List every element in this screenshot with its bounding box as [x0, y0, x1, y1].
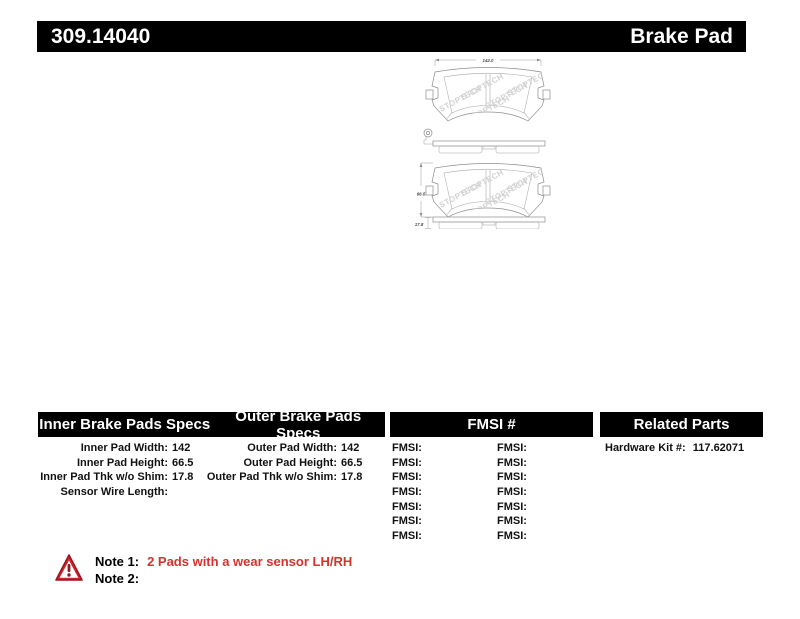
inner-specs-header: Inner Brake Pads Specs [39, 416, 211, 433]
note-2-row: Note 2: [95, 571, 147, 586]
width-dimension: 142.0 [434, 58, 542, 66]
note-1-label: Note 1: [95, 554, 140, 569]
related-parts-column: Hardware Kit #: 117.62071 [605, 441, 744, 456]
spec-row: Inner Pad Thk w/o Shim: 17.8 [36, 470, 211, 485]
part-number: 309.14040 [51, 24, 151, 48]
product-type-title: Brake Pad [630, 24, 733, 48]
fmsi-cell: FMSI: [497, 486, 527, 499]
fmsi-cell: FMSI: [392, 500, 422, 513]
dim-width-label: 142.0 [483, 58, 495, 63]
inner-specs-column: Inner Pad Width: 142 Inner Pad Height: 6… [36, 441, 211, 500]
spec-label: Sensor Wire Length: [60, 486, 168, 499]
fmsi-cell: FMSI: [392, 442, 422, 454]
warning-triangle-icon [55, 554, 83, 581]
outer-specs-column: Outer Pad Width: 142 Outer Pad Height: 6… [205, 441, 380, 485]
related-parts-header: Related Parts [633, 416, 730, 433]
fmsi-cell: FMSI: [392, 530, 422, 543]
related-part-label: Hardware Kit #: [605, 442, 686, 454]
fmsi-cell: FMSI: [497, 500, 527, 513]
height-dimension: 66.5 [417, 162, 433, 218]
spec-label: Inner Pad Thk w/o Shim: [40, 471, 168, 484]
pad-face-view: STOPTECH STOPTECH STOPTECH STOPTECH STOP… [425, 67, 551, 122]
fmsi-header-bar: FMSI # [390, 412, 593, 437]
spec-label: Outer Pad Width: [247, 442, 337, 454]
pad-edge-view [432, 140, 546, 154]
related-part-value: 117.62071 [692, 442, 745, 454]
dim-thickness-label: 17.8 [415, 222, 424, 227]
related-parts-header-bar: Related Parts [600, 412, 763, 437]
fmsi-cell: FMSI: [497, 471, 527, 484]
spec-value: 142 [172, 442, 191, 454]
spec-row: Inner Pad Height: 66.5 [36, 456, 211, 471]
spec-label: Inner Pad Width: [80, 442, 168, 454]
spec-label: Outer Pad Height: [243, 456, 337, 469]
outer-specs-header: Outer Brake Pads Specs [235, 407, 362, 442]
spec-row: Inner Pad Width: 142 [36, 441, 211, 456]
spec-row: Outer Pad Thk w/o Shim: 17.8 [205, 470, 380, 485]
header-bar: 309.14040 Brake Pad [37, 21, 746, 52]
spec-row: Outer Pad Width: 142 [205, 441, 380, 456]
note-1-row: Note 1: 2 Pads with a wear sensor LH/RH [95, 554, 352, 569]
spec-value: 17.8 [172, 471, 194, 484]
fmsi-cell: FMSI: [497, 530, 527, 543]
thickness-dimension: 17.8 [415, 217, 431, 229]
spec-label: Outer Pad Thk w/o Shim: [206, 471, 337, 484]
fmsi-cell: FMSI: [497, 515, 527, 528]
specs-header-bar: Inner Brake Pads Specs Outer Brake Pads … [38, 408, 385, 442]
spec-value: 66.5 [341, 456, 363, 469]
spec-value: 66.5 [172, 456, 194, 469]
spec-label: Inner Pad Height: [76, 456, 168, 469]
brake-pad-diagram: 142.0 STOPTECH STOPTECH STOPTECH STOPTEC… [415, 58, 563, 229]
fmsi-cell: FMSI: [392, 486, 422, 499]
related-part-row: Hardware Kit #: 117.62071 [605, 441, 744, 456]
fmsi-header: FMSI # [467, 416, 516, 433]
fmsi-cell: FMSI: [392, 515, 422, 528]
note-2-label: Note 2: [95, 571, 140, 586]
note-1-text: 2 Pads with a wear sensor LH/RH [147, 554, 353, 569]
fmsi-cell: FMSI: [392, 456, 422, 469]
spec-row: Outer Pad Height: 66.5 [205, 456, 380, 471]
fmsi-cell: FMSI: [497, 442, 527, 454]
spec-row: Sensor Wire Length: [36, 485, 211, 500]
fmsi-cell: FMSI: [392, 471, 422, 484]
dim-height-label: 66.5 [417, 192, 426, 197]
fmsi-left-column: FMSI: FMSI: FMSI: FMSI: FMSI: FMSI: FMSI… [392, 441, 422, 544]
spec-value: 17.8 [341, 471, 363, 484]
spec-value: 142 [341, 442, 360, 454]
wear-sensor [423, 128, 434, 145]
fmsi-right-column: FMSI: FMSI: FMSI: FMSI: FMSI: FMSI: FMSI… [497, 441, 527, 544]
fmsi-cell: FMSI: [497, 456, 527, 469]
